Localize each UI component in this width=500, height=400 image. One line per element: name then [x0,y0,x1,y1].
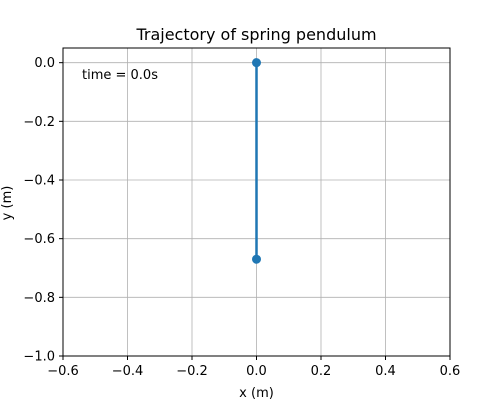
y-tick-label: −0.2 [23,115,55,130]
data-point [252,58,261,68]
time-annotation: time = 0.0s [82,68,158,83]
y-tick-label: 0.0 [34,56,55,71]
x-tick-label: −0.4 [112,364,144,379]
y-tick-label: −0.6 [23,232,55,247]
data-point [252,254,261,264]
y-tick-label: −0.8 [23,291,55,306]
x-tick-label: 0.0 [246,364,267,379]
x-axis-ticks: −0.6 −0.4 −0.2 0.0 0.2 0.4 0.6 [47,356,460,379]
y-tick-label: −0.4 [23,174,55,189]
x-axis-label: x (m) [239,386,274,400]
x-tick-label: 0.2 [311,364,332,379]
x-tick-label: 0.6 [440,364,461,379]
x-tick-label: −0.2 [176,364,208,379]
series [252,58,261,264]
x-tick-label: −0.6 [47,364,79,379]
chart-title: Trajectory of spring pendulum [135,25,376,44]
y-axis-ticks: 0.0 −0.2 −0.4 −0.6 −0.8 −1.0 [23,56,63,365]
y-tick-label: −1.0 [23,350,55,365]
y-axis-label: y (m) [0,186,15,221]
x-tick-label: 0.4 [375,364,396,379]
